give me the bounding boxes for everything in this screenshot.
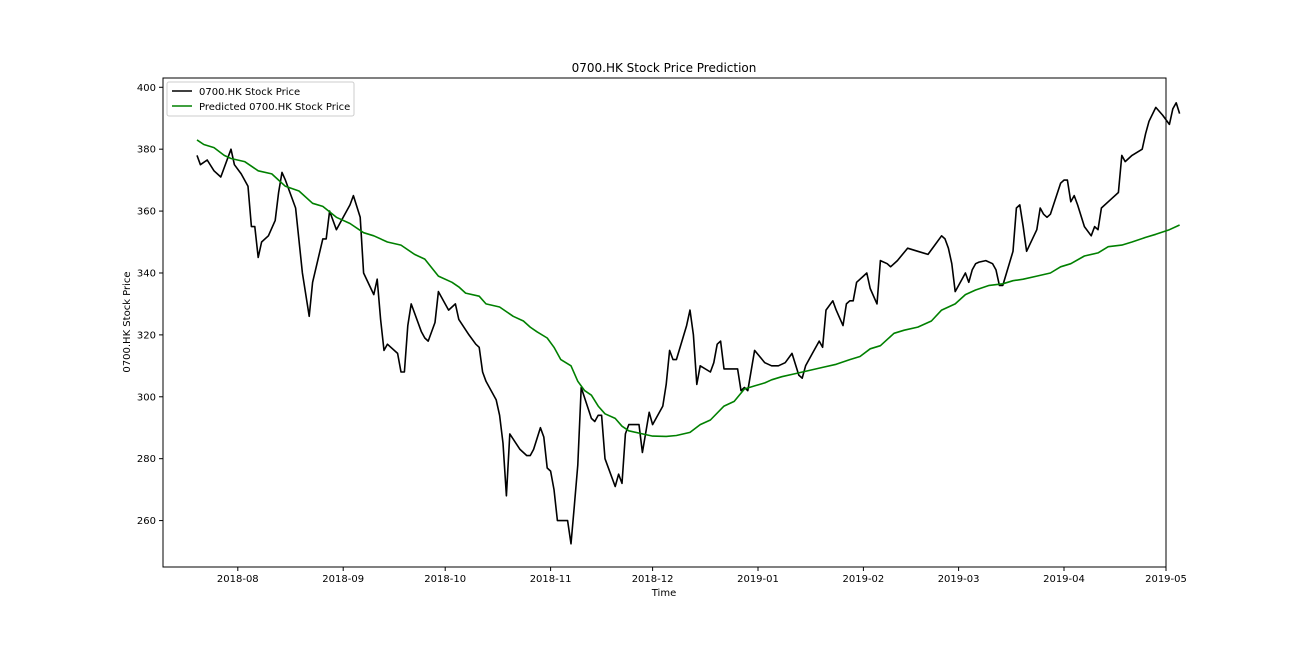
y-tick-label: 340 xyxy=(137,268,156,279)
x-tick-label: 2019-01 xyxy=(737,574,779,585)
x-axis: 2018-08 2018-09 2018-10 2018-11 2018-12 2019-… xyxy=(217,567,1187,585)
x-tick-label: 2019-05 xyxy=(1145,574,1187,585)
legend-box xyxy=(166,81,355,117)
x-tick-label: 2019-04 xyxy=(1043,574,1085,585)
x-tick-label: 2018-08 xyxy=(217,574,259,585)
x-axis-label: Time xyxy=(651,588,676,599)
plot-area xyxy=(162,77,1167,568)
y-tick-label: 360 xyxy=(137,207,156,218)
chart-title: 0700.HK Stock Price Prediction xyxy=(572,61,757,75)
series-layer xyxy=(196,102,1181,545)
y-tick-label: 380 xyxy=(137,145,156,156)
y-tick-label: 260 xyxy=(137,516,156,527)
x-tick-label: 2019-03 xyxy=(938,574,980,585)
y-axis: 260 280 300 320 340 360 380 400 xyxy=(137,83,163,527)
legend-label-actual: 0700.HK Stock Price xyxy=(199,87,300,98)
legend-label-predicted: Predicted 0700.HK Stock Price xyxy=(199,102,350,113)
x-tick-label: 2018-10 xyxy=(424,574,466,585)
y-tick-label: 300 xyxy=(137,392,156,403)
x-tick-label: 2018-12 xyxy=(632,574,674,585)
x-tick-label: 2018-11 xyxy=(530,574,572,585)
predicted-price-line xyxy=(196,139,1180,438)
y-tick-label: 320 xyxy=(137,330,156,341)
y-tick-label: 280 xyxy=(137,454,156,465)
actual-price-line xyxy=(196,102,1181,545)
legend: 0700.HK Stock Price Predicted 0700.HK St… xyxy=(166,81,355,117)
x-tick-label: 2019-02 xyxy=(843,574,885,585)
x-tick-label: 2018-09 xyxy=(322,574,364,585)
y-axis-label: 0700.HK Stock Price xyxy=(122,271,133,372)
y-tick-label: 400 xyxy=(137,83,156,94)
